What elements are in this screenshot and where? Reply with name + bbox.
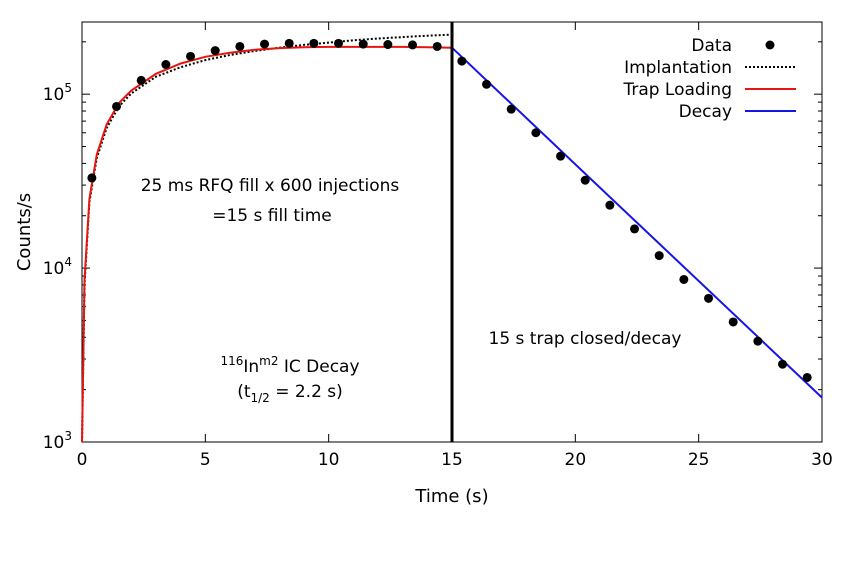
legend-marker-data	[765, 40, 775, 50]
legend-label-data: Data	[691, 36, 732, 56]
halflife-sub: 1/2	[251, 391, 270, 405]
legend-label-trap-loading: Trap Loading	[622, 80, 732, 100]
data-point	[358, 39, 368, 49]
data-point	[802, 372, 812, 382]
series-line-implantation	[81, 33, 453, 443]
data-point	[753, 336, 763, 346]
series-layer	[81, 22, 823, 443]
data-point	[457, 56, 467, 66]
data-point	[112, 101, 122, 111]
data-point	[482, 79, 492, 89]
y-tick-label: 104	[43, 255, 72, 279]
data-point	[334, 38, 344, 48]
data-point	[728, 317, 738, 327]
data-point	[260, 39, 270, 49]
x-axis-label: Time (s)	[414, 486, 488, 507]
halflife-open: (t	[237, 382, 251, 402]
data-point	[605, 200, 615, 210]
data-point	[778, 359, 788, 369]
data-point	[704, 293, 714, 303]
x-tick-label: 5	[200, 450, 211, 470]
data-point	[408, 40, 418, 50]
x-tick-label: 25	[688, 450, 710, 470]
annotation-isotope: 116Inm2 IC Decay	[220, 354, 359, 377]
x-tick-label: 10	[318, 450, 340, 470]
data-point	[654, 251, 664, 261]
y-tick-labels: 103 104 105	[43, 81, 72, 453]
data-point	[432, 41, 442, 51]
annotation-halflife: (t1/2 = 2.2 s)	[237, 382, 343, 405]
isotope-text: IC Decay	[278, 357, 359, 377]
isotope-symbol: In	[243, 357, 259, 377]
annotation-decay-note: 15 s trap closed/decay	[489, 329, 682, 349]
series-line-trap-loading	[81, 45, 453, 443]
data-point	[531, 128, 541, 138]
data-point	[210, 46, 220, 56]
annotation-fill-line1: 25 ms RFQ fill x 600 injections	[141, 176, 400, 196]
data-point	[556, 151, 566, 161]
x-tick-label: 15	[441, 450, 463, 470]
data-point	[87, 173, 97, 183]
y-tick-label: 103	[43, 429, 72, 453]
legend: Data Implantation Trap Loading Decay	[622, 36, 796, 122]
data-point	[186, 51, 196, 61]
data-point	[580, 175, 590, 185]
x-tick-label: 30	[811, 450, 833, 470]
isotope-mass: 116	[220, 354, 243, 368]
data-point	[679, 274, 689, 284]
y-tick-label: 105	[43, 81, 72, 105]
data-point	[136, 75, 146, 85]
x-tick-label: 0	[77, 450, 88, 470]
data-point	[161, 60, 171, 70]
data-point	[309, 38, 319, 48]
data-point	[235, 41, 245, 51]
axis-ticks	[81, 22, 823, 443]
y-axis-label: Counts/s	[14, 193, 35, 271]
isotope-state: m2	[259, 354, 278, 368]
annotation-fill-line2: =15 s fill time	[212, 206, 332, 226]
data-point	[284, 38, 294, 48]
legend-label-decay: Decay	[679, 102, 732, 122]
x-tick-label: 20	[565, 450, 587, 470]
data-point	[506, 104, 516, 114]
data-point	[383, 40, 393, 50]
halflife-value: = 2.2 s)	[270, 382, 343, 402]
legend-label-implantation: Implantation	[624, 58, 732, 78]
data-point	[630, 224, 640, 234]
x-tick-labels: 0 5 10 15 20 25 30	[77, 450, 833, 470]
